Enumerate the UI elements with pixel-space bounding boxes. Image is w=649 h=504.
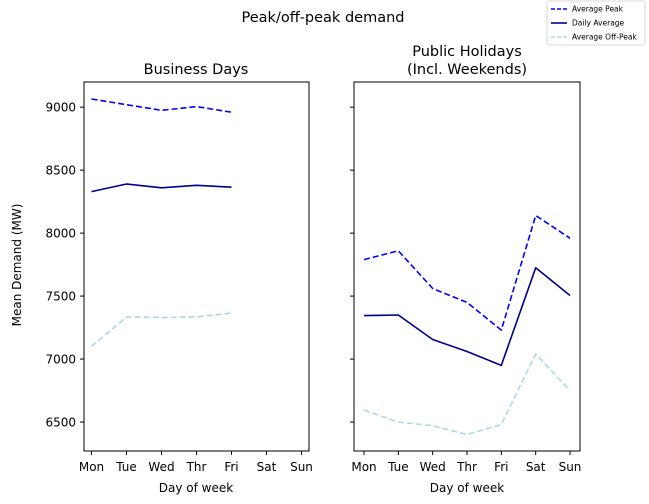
series-line-average-peak xyxy=(91,98,232,113)
axes-frame-holidays xyxy=(353,81,581,452)
series-line-daily-average xyxy=(91,183,232,193)
x-axis-label-business: Day of week xyxy=(159,481,233,495)
x-ticks-holidays: Mon Tue Wed Thr Fri Sat Sun xyxy=(351,451,581,474)
x-tick-label: Mon xyxy=(79,460,104,474)
axes-frame-business xyxy=(83,81,310,452)
x-axis-label-holidays: Day of week xyxy=(430,481,504,495)
legend-label-peak: Average Peak xyxy=(572,5,624,14)
x-tick-label: Sat xyxy=(257,460,277,474)
x-tick-label: Sun xyxy=(559,460,582,474)
x-tick-label: Fri xyxy=(494,460,508,474)
y-axis-label: Mean Demand (MW) xyxy=(10,204,24,327)
subplot-public-holidays: Public Holidays (Incl. Weekends) Day of … xyxy=(350,44,581,495)
y-tick-label: 8500 xyxy=(45,164,76,178)
x-tick-label: Sat xyxy=(526,460,546,474)
legend-box xyxy=(546,0,646,46)
x-tick-label: Tue xyxy=(387,460,409,474)
x-tick-label: Wed xyxy=(148,460,174,474)
plot-area-business xyxy=(90,98,232,348)
legend-label-average: Daily Average xyxy=(572,19,625,28)
x-ticks-business: Mon Tue Wed Thr Fri Sat Sun xyxy=(79,451,313,474)
series-line-average-off-peak xyxy=(90,312,232,348)
x-tick-label: Mon xyxy=(351,460,376,474)
y-ticks-business: 6500 7000 7500 8000 8500 9000 xyxy=(45,101,84,430)
y-tick-label: 6500 xyxy=(45,416,76,430)
subplot-title-holidays-line1: Public Holidays xyxy=(412,44,522,60)
series-line-daily-average xyxy=(363,266,571,367)
subplot-title-holidays-line2: (Incl. Weekends) xyxy=(407,62,527,78)
series-line-average-off-peak xyxy=(363,353,571,436)
y-tick-label: 7500 xyxy=(45,290,76,304)
series-line-average-peak xyxy=(363,214,571,331)
y-tick-label: 7000 xyxy=(45,353,76,367)
x-tick-label: Thr xyxy=(186,460,207,474)
x-tick-label: Fri xyxy=(224,460,238,474)
x-tick-label: Sun xyxy=(290,460,313,474)
legend: Average Peak Daily Average Average Off-P… xyxy=(546,0,646,46)
plot-area-holidays xyxy=(363,214,571,436)
x-tick-label: Thr xyxy=(456,460,477,474)
x-tick-label: Tue xyxy=(115,460,137,474)
figure-title: Peak/off-peak demand xyxy=(242,10,405,26)
subplot-business-days: Business Days Day of week Mean Demand (M… xyxy=(10,62,313,495)
legend-label-offpeak: Average Off-Peak xyxy=(572,33,637,42)
subplot-title-business: Business Days xyxy=(144,62,249,78)
x-tick-label: Wed xyxy=(420,460,446,474)
y-tick-label: 8000 xyxy=(45,227,76,241)
y-tick-label: 9000 xyxy=(45,101,76,115)
y-ticks-holidays xyxy=(350,106,354,423)
